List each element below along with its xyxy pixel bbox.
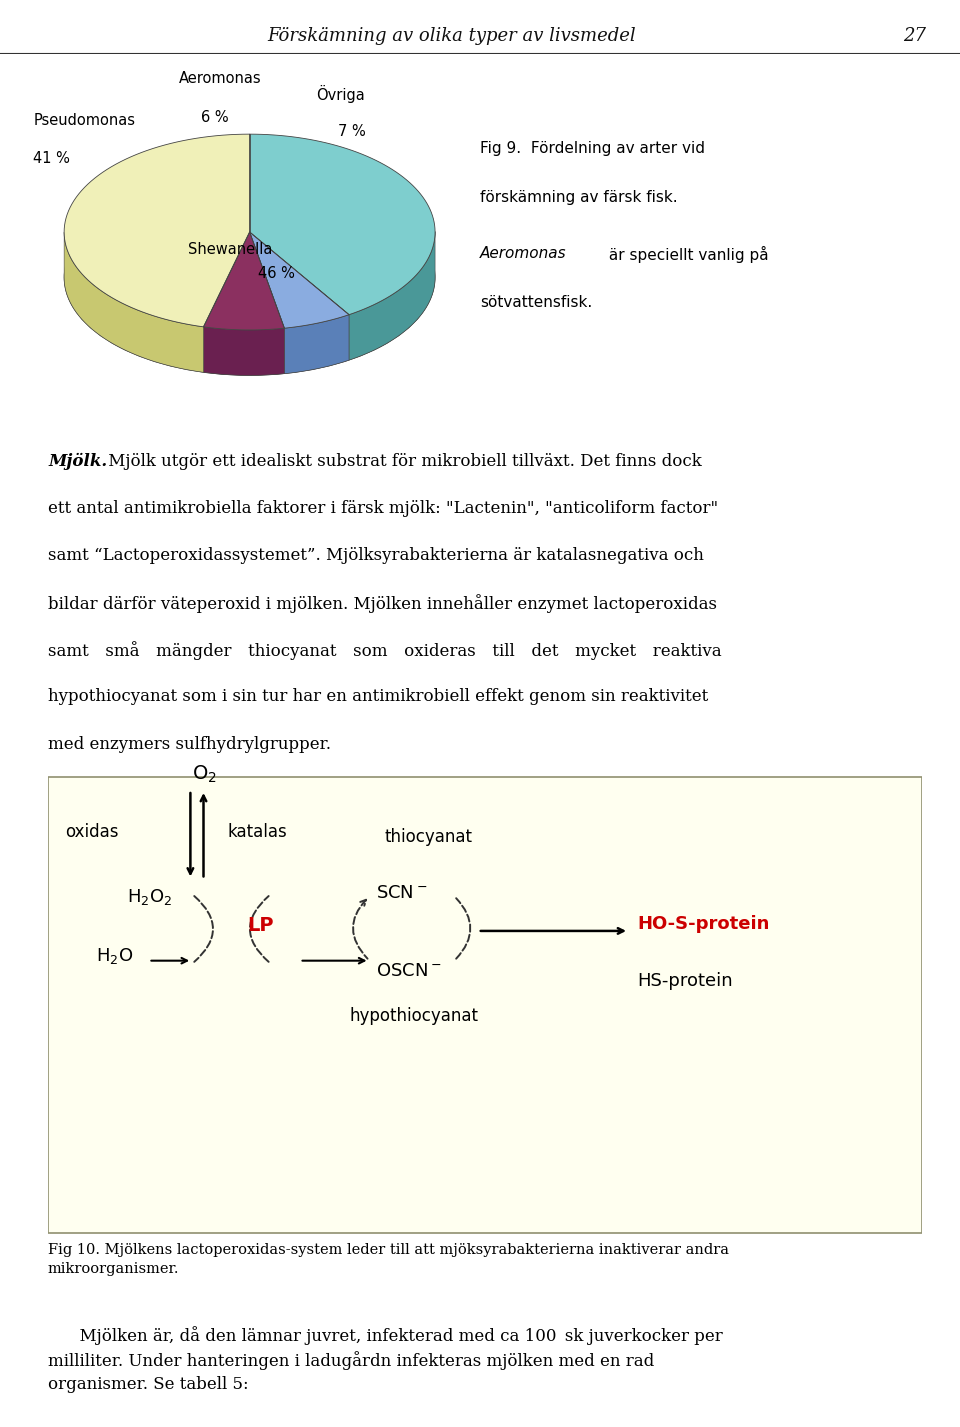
Text: är speciellt vanlig på: är speciellt vanlig på (604, 245, 769, 263)
Text: ett antal antimikrobiella faktorer i färsk mjölk: "Lactenin", "anticoliform fact: ett antal antimikrobiella faktorer i fär… (48, 499, 718, 517)
Polygon shape (349, 231, 435, 360)
Text: SCN$^-$: SCN$^-$ (375, 885, 427, 902)
Polygon shape (64, 233, 204, 372)
Polygon shape (204, 233, 284, 330)
Text: Övriga: Övriga (316, 86, 365, 103)
Text: förskämning av färsk fisk.: förskämning av färsk fisk. (480, 190, 678, 205)
Text: LP: LP (247, 916, 274, 936)
Text: thiocyanat: thiocyanat (384, 828, 472, 846)
Text: hypothiocyanat som i sin tur har en antimikrobiell effekt genom sin reaktivitet: hypothiocyanat som i sin tur har en anti… (48, 688, 708, 705)
Text: Mjölk utgör ett idealiskt substrat för mikrobiell tillväxt. Det finns dock: Mjölk utgör ett idealiskt substrat för m… (103, 452, 702, 469)
Text: 27: 27 (903, 27, 926, 44)
Polygon shape (250, 233, 349, 328)
Text: katalas: katalas (228, 823, 287, 841)
Text: HS-protein: HS-protein (637, 972, 733, 989)
Text: oxidas: oxidas (65, 823, 119, 841)
FancyBboxPatch shape (48, 778, 922, 1233)
Text: Shewanella: Shewanella (188, 243, 272, 257)
Text: 7 %: 7 % (338, 124, 366, 138)
Polygon shape (250, 134, 435, 315)
Text: O$_2$: O$_2$ (192, 763, 217, 785)
Text: samt “Lactoperoxidassystemet”. Mjölksyrabakterierna är katalasnegativa och: samt “Lactoperoxidassystemet”. Mjölksyra… (48, 547, 704, 564)
Text: HO-S-protein: HO-S-protein (637, 915, 770, 933)
Text: 41 %: 41 % (34, 151, 70, 166)
Text: OSCN$^-$: OSCN$^-$ (375, 962, 441, 980)
Text: Mjölken är, då den lämnar juvret, infekterad med ca 100 sk juverkocker per
milli: Mjölken är, då den lämnar juvret, infekt… (48, 1326, 723, 1393)
Polygon shape (284, 315, 349, 374)
Polygon shape (204, 327, 284, 375)
Ellipse shape (64, 180, 435, 375)
Text: Aeromonas: Aeromonas (179, 71, 261, 86)
Text: H$_2$O$_2$: H$_2$O$_2$ (127, 888, 172, 908)
Text: Fig 9.  Fördelning av arter vid: Fig 9. Fördelning av arter vid (480, 141, 705, 156)
Text: 6 %: 6 % (201, 110, 228, 124)
Text: sötvattensfisk.: sötvattensfisk. (480, 295, 592, 310)
Text: Pseudomonas: Pseudomonas (34, 113, 135, 127)
Polygon shape (64, 134, 250, 327)
Text: med enzymers sulfhydrylgrupper.: med enzymers sulfhydrylgrupper. (48, 735, 331, 752)
Text: Mjölk.: Mjölk. (48, 452, 108, 469)
Text: Fig 10. Mjölkens lactoperoxidas-system leder till att mjöksyrabakterierna inakti: Fig 10. Mjölkens lactoperoxidas-system l… (48, 1243, 729, 1276)
Text: hypothiocyanat: hypothiocyanat (349, 1007, 478, 1025)
Text: H$_2$O: H$_2$O (96, 946, 133, 966)
Text: Förskämning av olika typer av livsmedel: Förskämning av olika typer av livsmedel (267, 27, 636, 44)
Text: samt små mängder thiocyanat som oxideras till det mycket reaktiva: samt små mängder thiocyanat som oxideras… (48, 641, 722, 661)
Text: Aeromonas: Aeromonas (480, 245, 566, 261)
Text: bildar därför väteperoxid i mjölken. Mjölken innehåller enzymet lactoperoxidas: bildar därför väteperoxid i mjölken. Mjö… (48, 594, 717, 614)
Text: 46 %: 46 % (258, 267, 296, 281)
